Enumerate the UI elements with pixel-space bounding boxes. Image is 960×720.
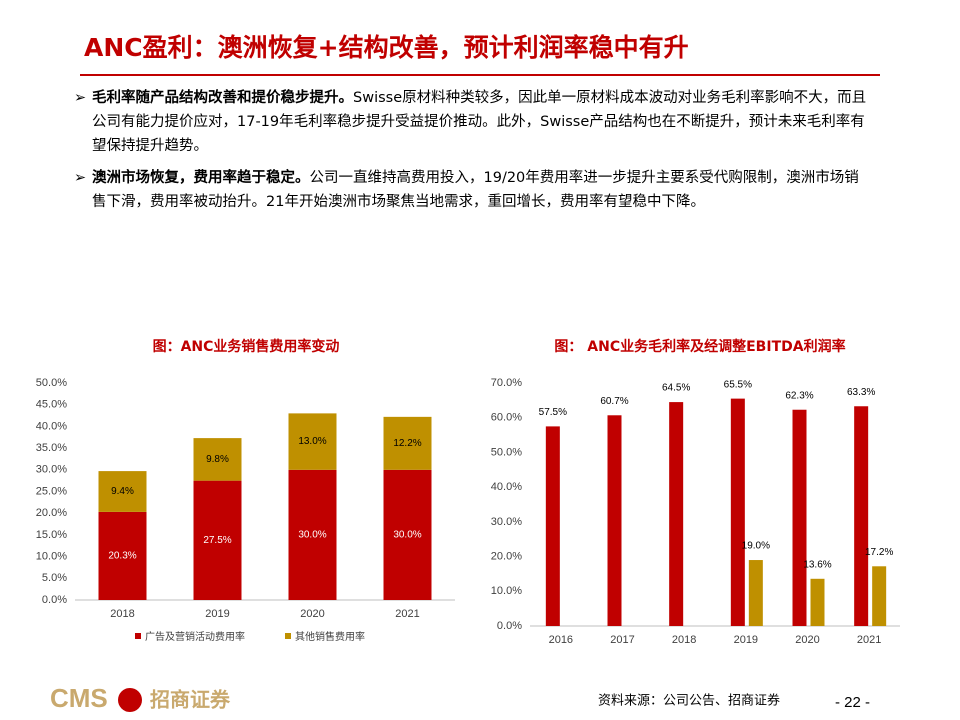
logo: CMS bbox=[50, 683, 108, 713]
y-tick-label: 10.0% bbox=[491, 585, 522, 597]
y-tick-label: 50.0% bbox=[36, 377, 67, 389]
bar bbox=[545, 426, 560, 626]
bar bbox=[748, 560, 763, 626]
y-tick-label: 45.0% bbox=[36, 399, 67, 411]
bullet-lead: 澳洲市场恢复，费用率趋于稳定。 bbox=[92, 170, 310, 186]
bullet-lead: 毛利率随产品结构改善和提价稳步提升。 bbox=[92, 90, 353, 106]
bar bbox=[872, 566, 887, 626]
chart-title: 图：ANC业务销售费用率变动 bbox=[153, 338, 340, 355]
y-tick-label: 30.0% bbox=[491, 516, 522, 528]
bar-segment bbox=[98, 471, 147, 512]
value-label: 12.2% bbox=[393, 438, 421, 449]
bar-segment bbox=[193, 480, 242, 600]
value-label: 13.6% bbox=[803, 559, 831, 570]
legend-swatch bbox=[135, 633, 141, 639]
bullet-text: Swisse原材料种类较多，因此单一原材料成本波动对业务毛利率影响不大，而且公司… bbox=[92, 90, 867, 154]
value-label: 30.0% bbox=[298, 530, 326, 541]
y-tick-label: 0.0% bbox=[42, 594, 67, 606]
value-label: 9.4% bbox=[111, 486, 134, 497]
value-label: 60.7% bbox=[600, 396, 628, 407]
y-tick-label: 50.0% bbox=[491, 446, 522, 458]
y-tick-label: 70.0% bbox=[491, 377, 522, 389]
bullet: ➢ 澳洲市场恢复，费用率趋于稳定。公司一直维持高费用投入，19/20年费用率进一步… bbox=[74, 170, 859, 210]
x-tick-label: 2016 bbox=[549, 634, 573, 646]
y-tick-label: 25.0% bbox=[36, 485, 67, 497]
bullet: ➢ 毛利率随产品结构改善和提价稳步提升。Swisse原材料种类较多，因此单一原材料… bbox=[74, 90, 867, 154]
y-tick-label: 30.0% bbox=[36, 464, 67, 476]
bar-segment bbox=[98, 511, 147, 600]
bar bbox=[854, 406, 869, 626]
legend-label: 广告及营销活动费用率 bbox=[145, 630, 245, 643]
value-label: 9.8% bbox=[206, 454, 229, 465]
bar-segment bbox=[288, 413, 337, 470]
value-label: 62.3% bbox=[785, 390, 813, 401]
bar bbox=[792, 409, 807, 626]
value-label: 57.5% bbox=[539, 407, 567, 418]
logo-cn: 招商证券 bbox=[150, 688, 231, 712]
value-label: 20.3% bbox=[108, 551, 136, 562]
bar-segment bbox=[383, 416, 432, 470]
bar bbox=[607, 415, 622, 626]
source: 资料来源：公司公告、招商证券 bbox=[598, 693, 780, 709]
y-tick-label: 5.0% bbox=[42, 572, 67, 584]
value-label: 64.5% bbox=[662, 383, 690, 394]
value-label: 63.3% bbox=[847, 387, 875, 398]
y-tick-label: 15.0% bbox=[36, 529, 67, 541]
x-tick-label: 2020 bbox=[300, 608, 324, 620]
x-tick-label: 2020 bbox=[795, 634, 819, 646]
x-tick-label: 2021 bbox=[395, 608, 419, 620]
x-tick-label: 2017 bbox=[610, 634, 634, 646]
value-label: 30.0% bbox=[393, 530, 421, 541]
legend-swatch bbox=[285, 633, 291, 639]
bar-segment bbox=[288, 469, 337, 600]
x-tick-label: 2018 bbox=[110, 608, 134, 620]
y-tick-label: 10.0% bbox=[36, 551, 67, 563]
legend-label: 其他销售费用率 bbox=[295, 630, 365, 643]
y-tick-label: 60.0% bbox=[491, 412, 522, 424]
bar-segment bbox=[193, 438, 242, 481]
logo-icon bbox=[118, 688, 142, 712]
y-tick-label: 40.0% bbox=[36, 420, 67, 432]
slide-title: ANC盈利：澳洲恢复+结构改善，预计利润率稳中有升 bbox=[84, 33, 689, 62]
bar bbox=[810, 578, 825, 626]
value-label: 19.0% bbox=[742, 541, 770, 552]
y-tick-label: 40.0% bbox=[491, 481, 522, 493]
bar bbox=[730, 398, 745, 626]
x-tick-label: 2021 bbox=[857, 634, 881, 646]
y-tick-label: 20.0% bbox=[36, 507, 67, 519]
x-tick-label: 2018 bbox=[672, 634, 696, 646]
value-label: 65.5% bbox=[724, 379, 752, 390]
chart-title: 图： ANC业务毛利率及经调整EBITDA利润率 bbox=[554, 338, 845, 355]
value-label: 13.0% bbox=[298, 436, 326, 447]
bullet-text: 公司一直维持高费用投入，19/20年费用率进一步提升主要系受代购限制，澳洲市场销… bbox=[92, 170, 859, 210]
bar-segment bbox=[383, 469, 432, 600]
bar bbox=[669, 402, 684, 626]
title-rule bbox=[80, 74, 880, 76]
y-tick-label: 20.0% bbox=[491, 550, 522, 562]
value-label: 17.2% bbox=[865, 547, 893, 558]
value-label: 27.5% bbox=[203, 535, 231, 546]
x-tick-label: 2019 bbox=[734, 634, 758, 646]
y-tick-label: 0.0% bbox=[497, 620, 522, 632]
x-tick-label: 2019 bbox=[205, 608, 229, 620]
y-tick-label: 35.0% bbox=[36, 442, 67, 454]
page-number: - 22 - bbox=[835, 694, 870, 711]
